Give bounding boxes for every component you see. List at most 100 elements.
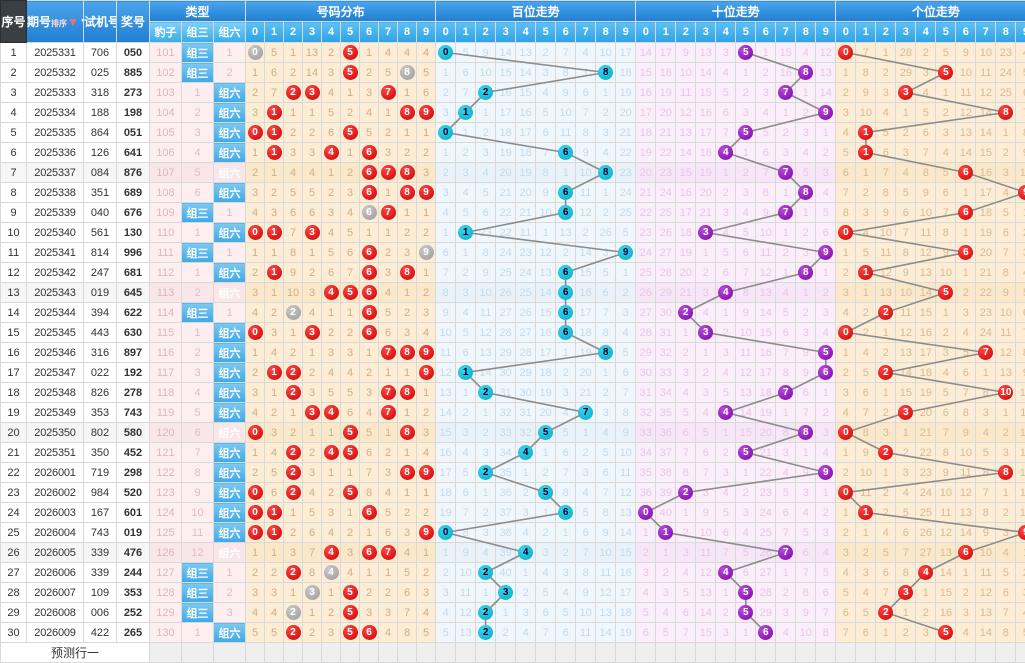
table-row[interactable]: 19 2025349 353 743 119 5 组六 4 2 1 3 4 6 4 7 1 2 14 2 1 32 31 2… <box>0 402 1025 423</box>
row-issue[interactable]: 2025337 <box>26 162 84 183</box>
prediction-cell[interactable] <box>695 642 717 663</box>
prediction-cell[interactable] <box>302 642 323 663</box>
prediction-cell[interactable] <box>475 642 497 663</box>
table-row[interactable]: 11 2025341 814 996 111 组三 1 1 1 8 1 5 6 6 2 3 9 6 1 8 24 23 12… <box>0 242 1025 263</box>
table-row[interactable]: 4 2025334 188 198 104 2 组六 3 1 1 1 5 2 4 1 8 9 3 1 1 17 16 5 10… <box>0 102 1025 123</box>
prediction-cell[interactable] <box>875 642 897 663</box>
prediction-cell[interactable] <box>895 642 917 663</box>
prediction-cell[interactable] <box>715 642 737 663</box>
prediction-cell[interactable] <box>575 642 597 663</box>
row-issue[interactable]: 2026002 <box>26 482 84 503</box>
table-row[interactable]: 6 2025336 126 641 106 4 组六 1 1 3 3 4 1 6 3 2 2 1 2 3 19 18 7 6 9… <box>0 142 1025 163</box>
prediction-cell[interactable] <box>635 642 657 663</box>
prediction-cell[interactable] <box>340 642 361 663</box>
table-row[interactable]: 2 2025332 025 885 102 组三 2 1 6 2 14 3 5 2 5 8 5 1 6 10 15 14 3… <box>0 62 1025 83</box>
header-dist-digit-6[interactable]: 6 <box>359 21 380 43</box>
sort-desc-icon[interactable]: ▼ <box>79 15 83 29</box>
prediction-cell[interactable] <box>995 642 1017 663</box>
prediction-cell[interactable] <box>915 642 937 663</box>
table-row[interactable]: 17 2025347 022 192 117 3 组六 2 1 2 2 4 4 2 1 1 9 12 1 14 30 29… <box>0 362 1025 383</box>
header-dist-digit-2[interactable]: 2 <box>283 21 304 43</box>
prediction-cell[interactable] <box>321 642 342 663</box>
prediction-cell[interactable] <box>245 642 266 663</box>
table-row[interactable]: 22 2026001 719 298 122 8 组六 2 5 2 3 1 1 7 3 8 9 17 5 2 35 1 2 7… <box>0 462 1025 483</box>
prediction-cell[interactable] <box>1015 642 1025 663</box>
table-row[interactable]: 15 2025345 443 630 115 1 组六 0 3 1 3 2 2 6 6 3 4 10 5 12 28 27… <box>0 322 1025 343</box>
header-tens-digit-3[interactable]: 3 <box>695 21 717 43</box>
header-hundreds-digit-2[interactable]: 2 <box>475 21 497 43</box>
header-units-digit-6[interactable]: 6 <box>955 21 977 43</box>
header-tens-digit-6[interactable]: 6 <box>755 21 777 43</box>
row-issue[interactable]: 2025347 <box>26 362 84 383</box>
table-row[interactable]: 20 2025350 802 580 120 6 组六 0 3 2 1 1 5 5 1 8 3 15 3 2 33 32 5… <box>0 422 1025 443</box>
prediction-cell[interactable] <box>495 642 517 663</box>
prediction-cell[interactable] <box>378 642 399 663</box>
row-issue[interactable]: 2025341 <box>26 242 84 263</box>
prediction-cell[interactable] <box>775 642 797 663</box>
header-units-digit-3[interactable]: 3 <box>895 21 917 43</box>
table-row[interactable]: 29 2026008 006 252 129 组三 3 4 4 2 1 2 5 3 3 7 4 4 12 2 1 3 6 5 1… <box>0 602 1025 623</box>
row-issue[interactable]: 2026001 <box>26 462 84 483</box>
header-testno[interactable]: 试机号 <box>83 0 117 43</box>
row-issue[interactable]: 2025339 <box>26 202 84 223</box>
table-row[interactable]: 1 2025331 706 050 101 组三 1 0 5 1 13 2 5 1 4 4 4 0 5 9 14 13 2 7… <box>0 42 1025 63</box>
header-hundreds-digit-9[interactable]: 9 <box>615 21 637 43</box>
header-dist-digit-7[interactable]: 7 <box>378 21 399 43</box>
table-row[interactable]: 25 2026004 743 019 125 11 组六 0 1 2 6 4 2 1 6 3 9 0 8 3 38 4 2 1… <box>0 522 1025 543</box>
prediction-cell[interactable] <box>515 642 537 663</box>
row-issue[interactable]: 2026007 <box>26 582 84 603</box>
row-issue[interactable]: 2026006 <box>26 562 84 583</box>
table-row[interactable]: 12 2025342 247 681 112 1 组六 2 1 9 2 6 7 6 3 8 1 7 2 9 25 24 13… <box>0 262 1025 283</box>
prediction-cell[interactable] <box>955 642 977 663</box>
prediction-cell[interactable] <box>595 642 617 663</box>
row-issue[interactable]: 2025350 <box>26 422 84 443</box>
header-tens-digit-1[interactable]: 1 <box>655 21 677 43</box>
table-row[interactable]: 18 2025348 826 278 118 4 组六 3 1 2 3 5 5 3 7 8 1 13 1 2 31 30 1… <box>0 382 1025 403</box>
table-row[interactable]: 30 2026009 422 265 130 1 组六 5 5 2 2 3 5 6 4 8 5 5 13 2 2 4 7 6 1… <box>0 622 1025 643</box>
table-row[interactable]: 13 2025343 019 645 113 2 组六 3 1 10 3 4 5 6 4 1 2 8 3 10 26 25… <box>0 282 1025 303</box>
sort-asc-icon[interactable]: ▼ <box>67 15 79 29</box>
prediction-cell[interactable] <box>795 642 817 663</box>
sort-label[interactable]: 排序 <box>51 19 68 28</box>
prediction-cell[interactable] <box>397 642 418 663</box>
header-units-digit-7[interactable]: 7 <box>975 21 997 43</box>
table-row[interactable]: 9 2025339 040 676 109 组三 1 4 3 6 6 3 4 6 7 1 1 4 5 6 22 21 10 6… <box>0 202 1025 223</box>
prediction-cell[interactable] <box>755 642 777 663</box>
header-units-digit-4[interactable]: 4 <box>915 21 937 43</box>
table-row[interactable]: 26 2026005 339 476 126 12 组六 1 1 3 7 4 3 6 7 4 1 1 9 4 39 4 3 2… <box>0 542 1025 563</box>
header-dist-digit-8[interactable]: 8 <box>397 21 418 43</box>
row-issue[interactable]: 2025335 <box>26 122 84 143</box>
header-tens-digit-5[interactable]: 5 <box>735 21 757 43</box>
prediction-cell[interactable] <box>555 642 577 663</box>
prediction-cell[interactable] <box>815 642 837 663</box>
row-issue[interactable]: 2026005 <box>26 542 84 563</box>
prediction-cell[interactable] <box>735 642 757 663</box>
header-tens-digit-7[interactable]: 7 <box>775 21 797 43</box>
prediction-cell[interactable] <box>181 642 214 663</box>
header-tens-digit-4[interactable]: 4 <box>715 21 737 43</box>
table-row[interactable]: 3 2025333 318 273 103 1 组六 2 7 2 3 4 1 3 7 1 6 2 7 2 16 15 4 9 6… <box>0 82 1025 103</box>
header-units-digit-1[interactable]: 1 <box>855 21 877 43</box>
header-hundreds-digit-0[interactable]: 0 <box>435 21 457 43</box>
row-issue[interactable]: 2025340 <box>26 222 84 243</box>
header-hundreds-digit-8[interactable]: 8 <box>595 21 617 43</box>
header-index[interactable]: 序号 <box>0 0 27 43</box>
prediction-cell[interactable] <box>615 642 637 663</box>
row-issue[interactable]: 2025348 <box>26 382 84 403</box>
prediction-cell[interactable] <box>675 642 697 663</box>
table-row[interactable]: 7 2025337 084 876 107 5 组六 2 1 4 4 1 2 6 7 8 3 2 3 4 20 19 8 1 1… <box>0 162 1025 183</box>
header-units-digit-5[interactable]: 5 <box>935 21 957 43</box>
header-units-digit-8[interactable]: 8 <box>995 21 1017 43</box>
row-issue[interactable]: 2025331 <box>26 42 84 63</box>
row-issue[interactable]: 2025332 <box>26 62 84 83</box>
header-hundreds-digit-3[interactable]: 3 <box>495 21 517 43</box>
row-issue[interactable]: 2025345 <box>26 322 84 343</box>
table-row[interactable]: 8 2025338 351 689 108 6 组六 3 2 5 5 2 3 6 1 8 9 3 4 5 21 20 9 6 1… <box>0 182 1025 203</box>
table-row[interactable]: 21 2025351 350 452 121 7 组六 1 4 2 2 4 5 6 2 1 4 16 4 3 34 4 1 6… <box>0 442 1025 463</box>
row-issue[interactable]: 2026009 <box>26 622 84 643</box>
header-dist-digit-5[interactable]: 5 <box>340 21 361 43</box>
header-tens-digit-0[interactable]: 0 <box>635 21 657 43</box>
prediction-cell[interactable] <box>855 642 877 663</box>
table-row[interactable]: 5 2025335 864 051 105 3 组六 0 1 2 2 6 5 5 2 1 1 0 1 2 18 17 6 11… <box>0 122 1025 143</box>
